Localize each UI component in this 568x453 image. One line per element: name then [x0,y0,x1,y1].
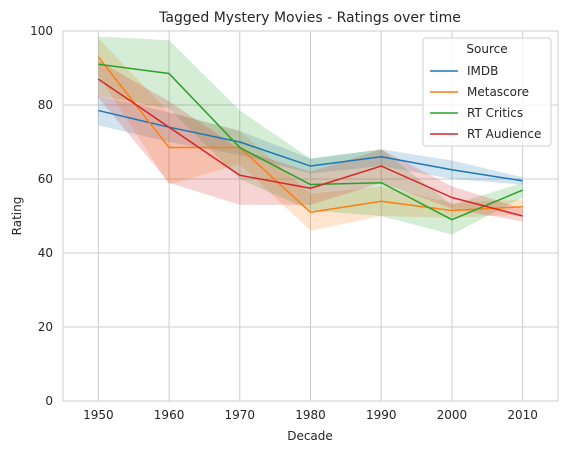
y-tick-labels: 0 20 40 60 80 100 [30,24,53,408]
band-rt-critics [98,36,523,235]
line-rt-critics [98,63,523,221]
line-rt-audience [97,78,523,217]
y-tick-label: 20 [38,320,53,334]
y-tick-label: 40 [38,246,53,260]
legend-label-rt-audience: RT Audience [467,127,541,141]
plot-frame [62,30,559,402]
y-tick-label: 100 [30,24,53,38]
x-tick-label: 1950 [83,408,114,422]
x-tick-label: 2000 [437,408,468,422]
x-tick-label: 2010 [507,408,538,422]
series-lines [97,56,523,221]
line-metascore [97,56,523,214]
band-imdb [98,95,523,185]
x-tick-label: 1980 [295,408,326,422]
y-axis-label: Rating [10,197,24,236]
y-tick-label: 60 [38,172,53,186]
x-tick-label: 1990 [366,408,397,422]
legend-label-metascore: Metascore [467,85,529,99]
x-tick-label: 1970 [225,408,256,422]
legend: Source IMDB Metascore RT Critics RT Audienc… [422,37,552,147]
x-axis-label: Decade [287,429,333,443]
x-tick-label: 1960 [154,408,185,422]
chart-title: Tagged Mystery Movies - Ratings over tim… [158,10,461,26]
legend-label-imdb: IMDB [467,64,498,78]
legend-box [422,37,552,147]
x-tick-labels: 1950 1960 1970 1980 1990 2000 2010 [83,408,538,422]
legend-label-rt-critics: RT Critics [467,106,523,120]
legend-items: IMDB Metascore RT Critics RT Audience [430,64,541,141]
band-metascore [98,38,523,231]
y-tick-label: 0 [45,394,53,408]
legend-title: Source [466,42,507,56]
y-tick-label: 80 [38,98,53,112]
